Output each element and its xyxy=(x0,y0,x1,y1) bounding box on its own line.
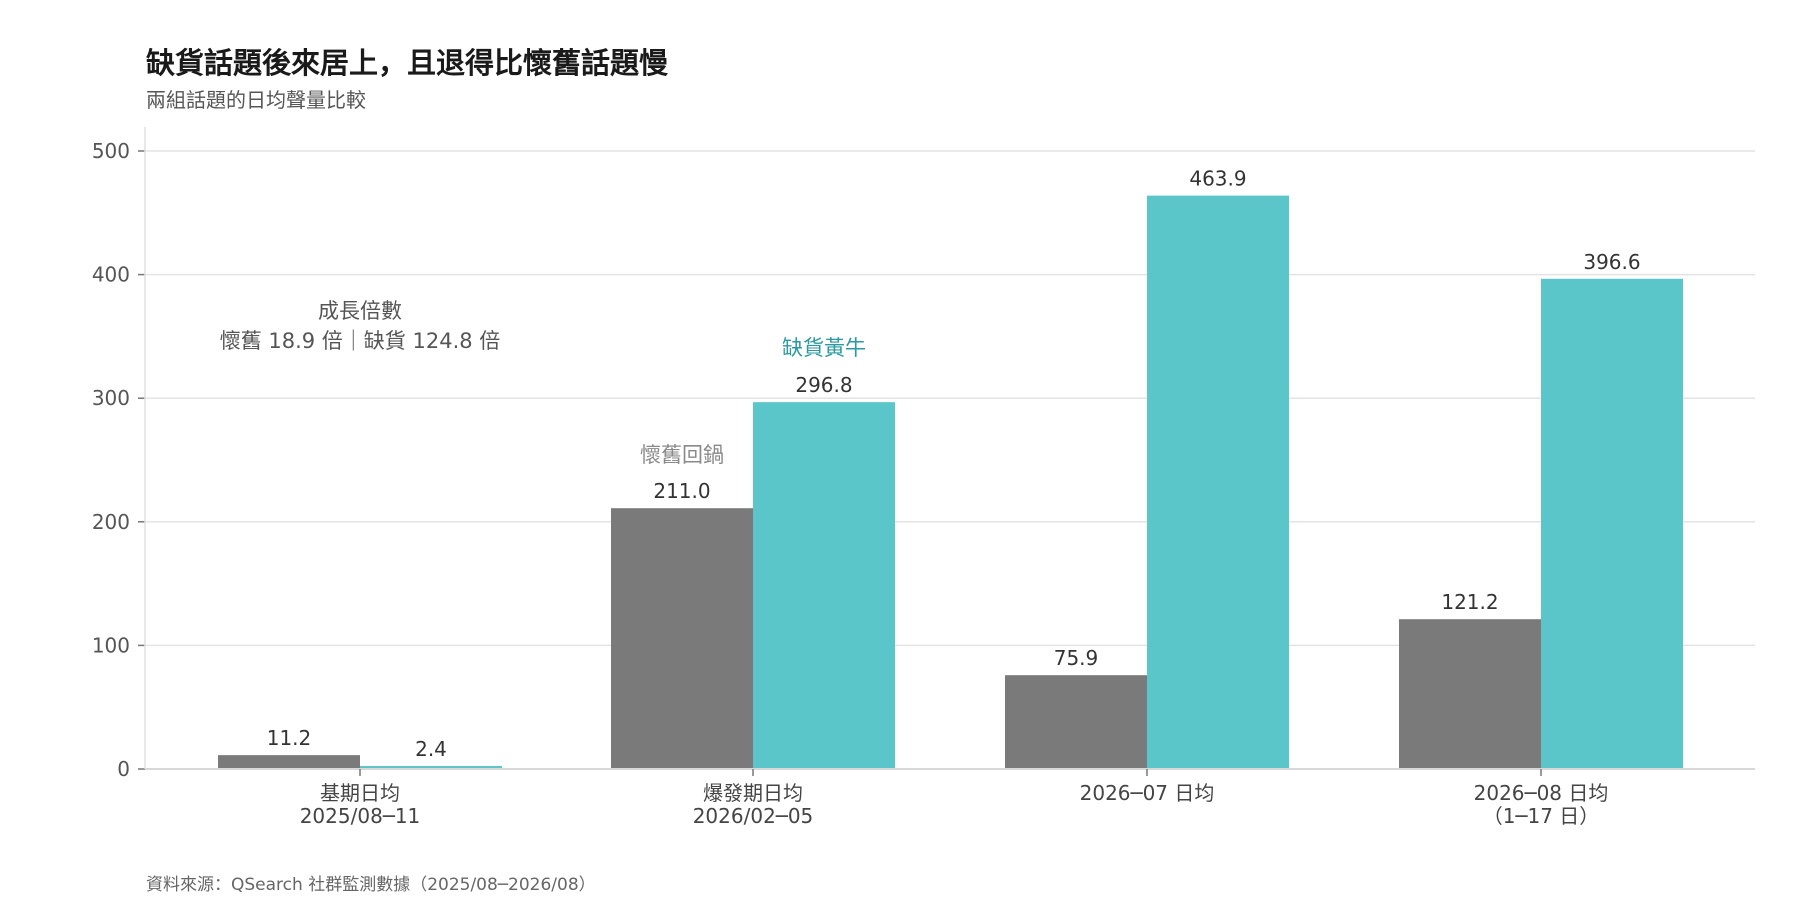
growth-annotation-text: 懷舊 18.9 倍｜缺貨 124.8 倍 xyxy=(220,329,501,353)
data-label: 11.2 xyxy=(267,726,312,750)
bar-nostalgia xyxy=(1399,619,1541,769)
bar-nostalgia xyxy=(218,755,360,769)
x-tick-label: 2026/02─05 xyxy=(693,804,814,828)
data-label: 463.9 xyxy=(1189,167,1246,191)
x-tick-label: （1─17 日） xyxy=(1483,804,1600,828)
bar-shortage xyxy=(753,402,895,769)
bar-nostalgia xyxy=(1005,675,1147,769)
series-label-shortage: 缺貨黃牛 xyxy=(782,336,866,360)
data-label: 211.0 xyxy=(653,479,710,503)
growth-annotation-title: 成長倍數 xyxy=(318,299,402,323)
x-tick-label: 2025/08─11 xyxy=(300,804,421,828)
y-tick-label: 300 xyxy=(92,386,130,410)
bar-shortage xyxy=(1147,195,1289,769)
source-note: 資料來源：QSearch 社群監測數據（2025/08─2026/08） xyxy=(146,875,596,895)
y-tick-label: 0 xyxy=(117,757,130,781)
bar-shortage xyxy=(1541,278,1683,769)
y-tick-label: 500 xyxy=(92,139,130,163)
chart-title: 缺貨話題後來居上，且退得比懷舊話題慢 xyxy=(146,46,669,80)
y-tick-label: 200 xyxy=(92,510,130,534)
series-label-nostalgia: 懷舊回鍋 xyxy=(640,443,724,467)
y-tick-label: 400 xyxy=(92,263,130,287)
x-tick-label: 2026─08 日均 xyxy=(1474,781,1609,805)
bar-nostalgia xyxy=(611,508,753,769)
data-label: 2.4 xyxy=(415,737,447,761)
x-tick-label: 2026─07 日均 xyxy=(1080,781,1215,805)
data-label: 121.2 xyxy=(1441,590,1498,614)
bar-shortage xyxy=(360,766,502,769)
x-tick-label: 基期日均 xyxy=(320,781,400,805)
x-tick-label: 爆發期日均 xyxy=(703,781,803,805)
data-label: 396.6 xyxy=(1583,250,1640,274)
y-tick-label: 100 xyxy=(92,633,130,657)
data-label: 75.9 xyxy=(1054,646,1099,670)
chart-subtitle: 兩組話題的日均聲量比較 xyxy=(146,88,366,112)
data-label: 296.8 xyxy=(795,373,852,397)
